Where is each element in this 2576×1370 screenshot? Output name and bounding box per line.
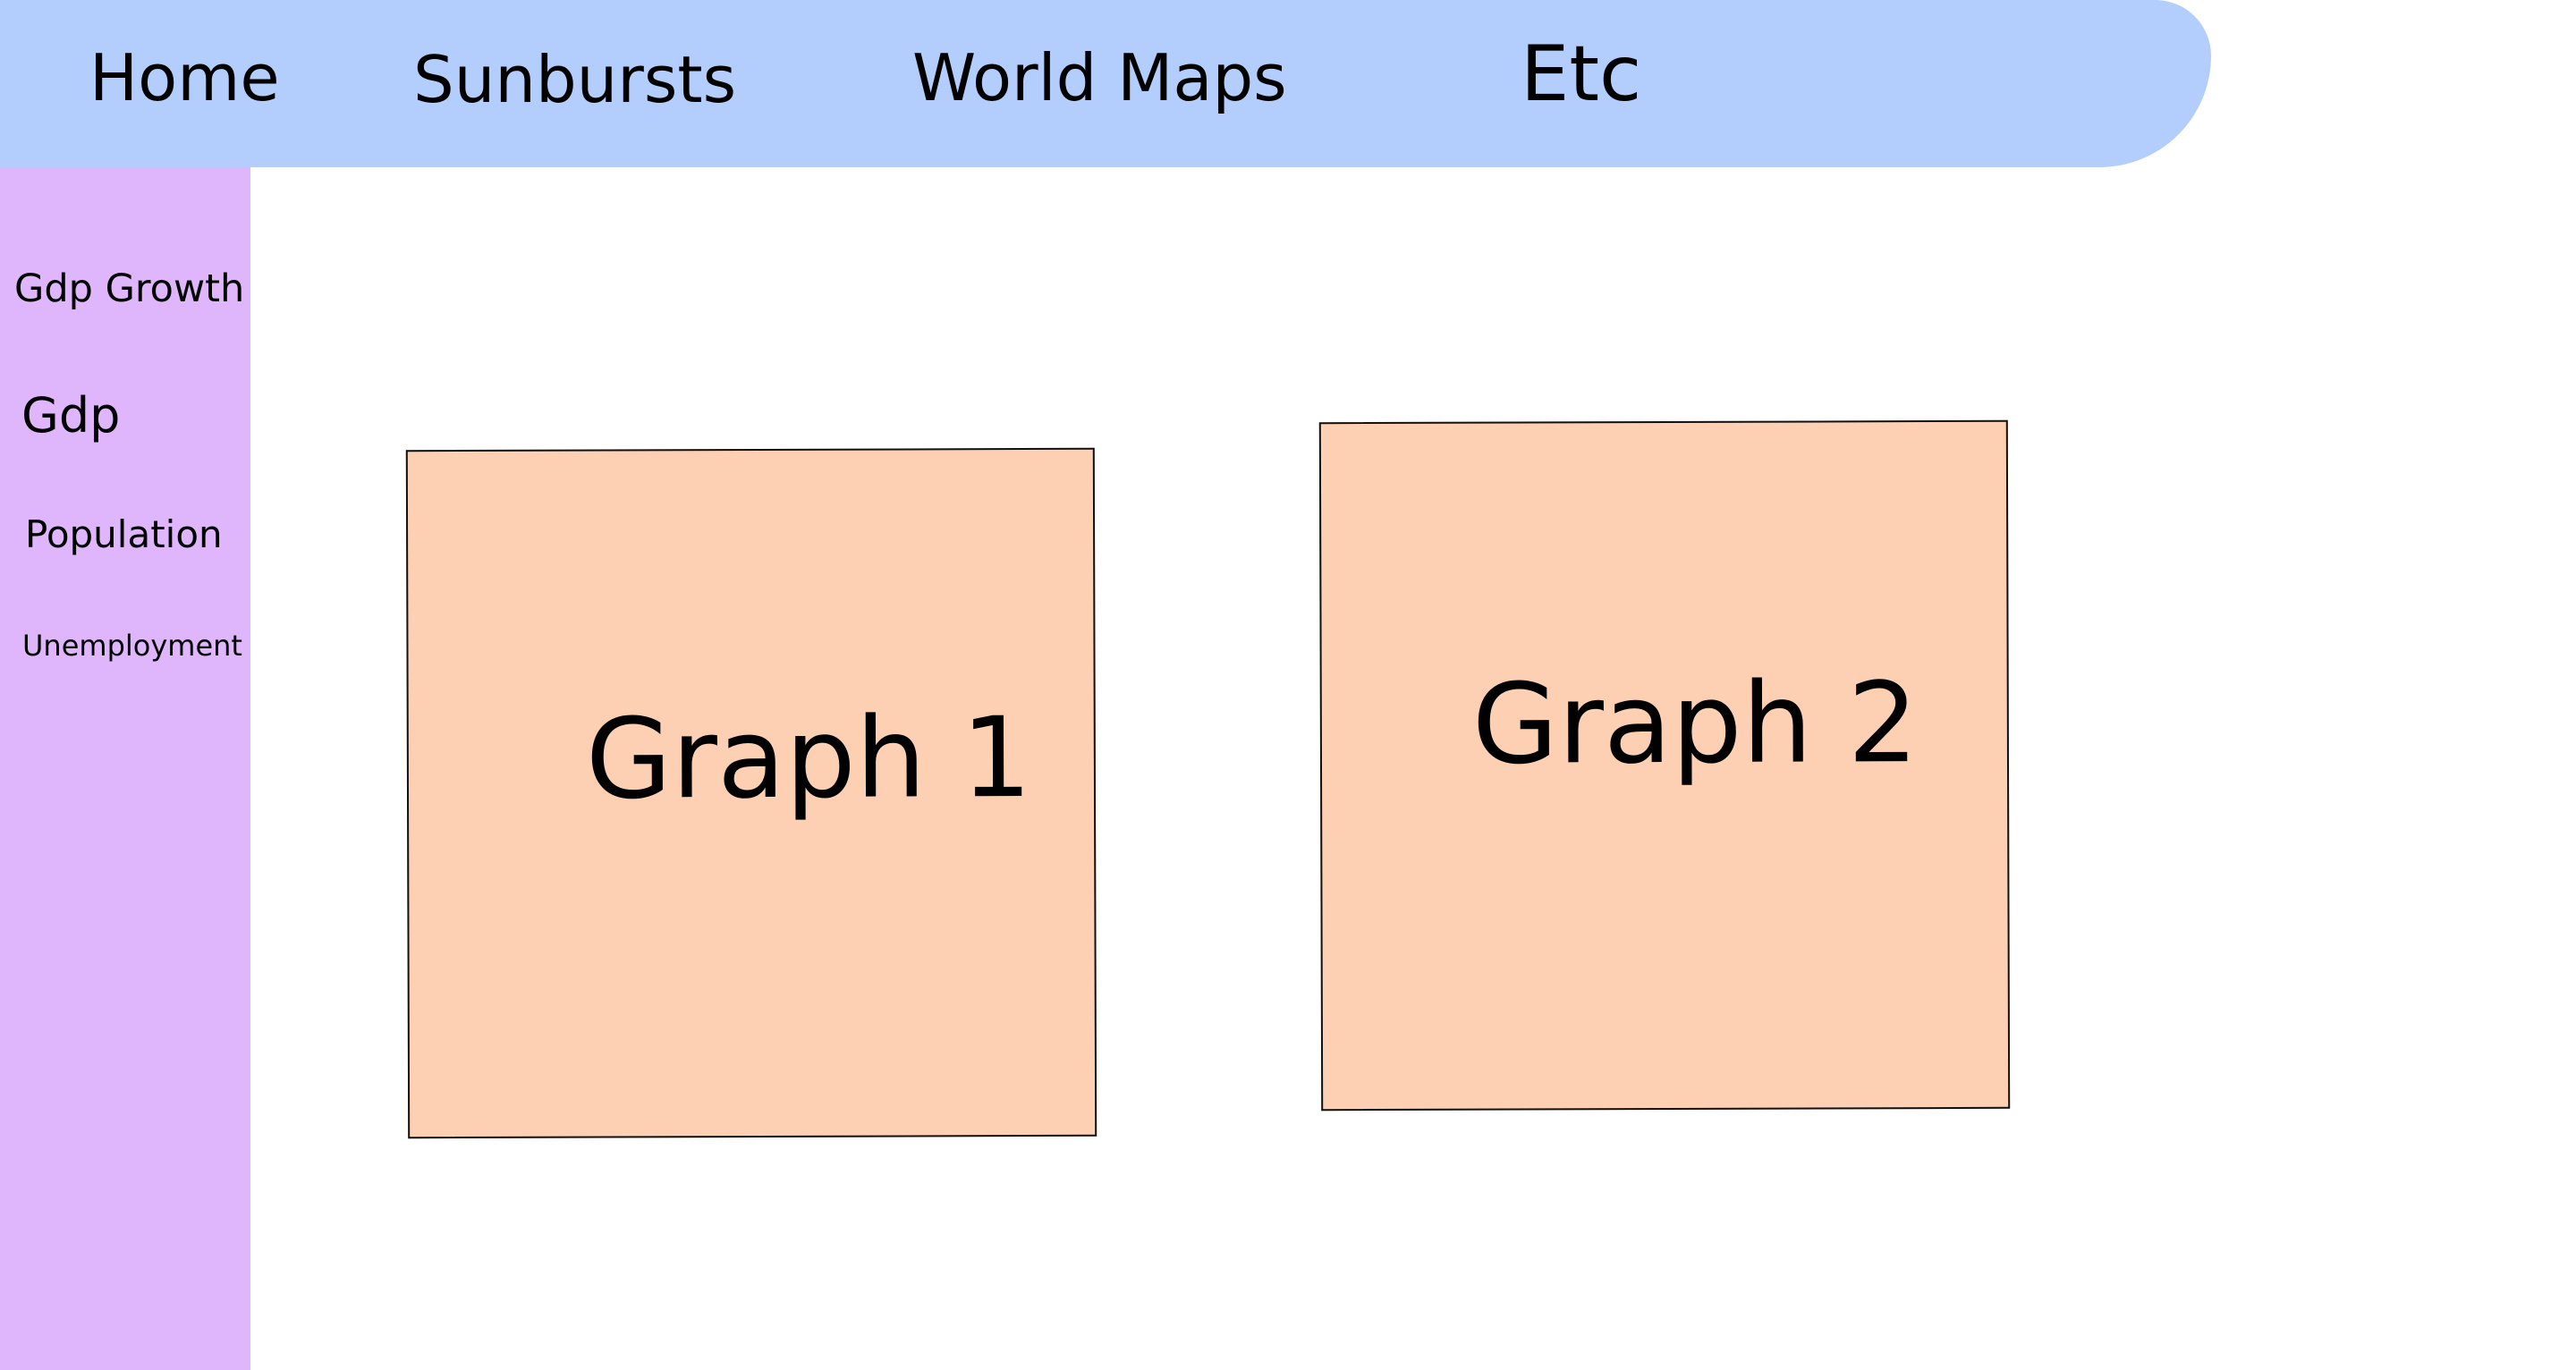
- sidebar-item-population[interactable]: Population: [25, 512, 223, 556]
- nav-sunbursts[interactable]: Sunbursts: [413, 42, 737, 117]
- sidebar-item-gdp-growth[interactable]: Gdp Growth: [14, 266, 245, 311]
- nav-world-maps[interactable]: World Maps: [912, 40, 1287, 115]
- sidebar-item-unemployment[interactable]: Unemployment: [22, 629, 242, 663]
- sidebar-item-gdp[interactable]: Gdp: [21, 387, 121, 444]
- top-nav-bar: Home Sunbursts World Maps Etc: [0, 0, 2211, 167]
- nav-home[interactable]: Home: [89, 40, 280, 115]
- nav-etc[interactable]: Etc: [1521, 30, 1642, 119]
- sidebar: Gdp Growth Gdp Population Unemployment: [0, 167, 250, 1370]
- graph-1-panel[interactable]: Graph 1: [405, 447, 1097, 1139]
- graph-2-label: Graph 2: [1471, 659, 1919, 790]
- graph-2-panel[interactable]: Graph 2: [1318, 419, 2011, 1112]
- graph-1-label: Graph 1: [585, 694, 1032, 825]
